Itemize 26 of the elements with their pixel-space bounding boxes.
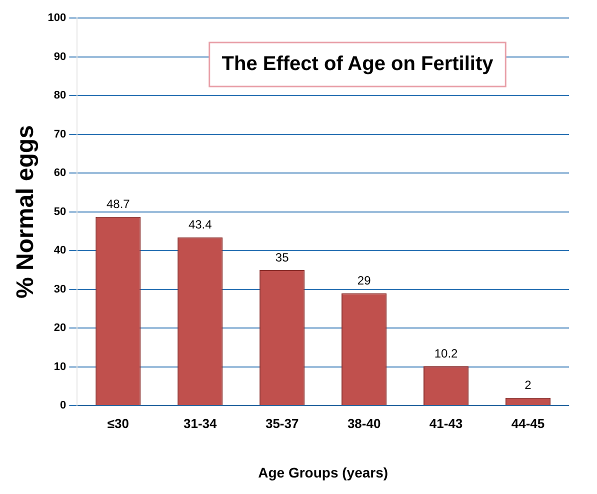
x-tick-label: 41-43 <box>429 416 463 431</box>
y-tick-label: 40 <box>54 244 66 257</box>
data-label: 2 <box>524 378 532 392</box>
x-tick-label: ≤30 <box>107 416 129 431</box>
y-tick-label: 100 <box>48 12 66 24</box>
y-tick-label: 10 <box>54 360 66 373</box>
y-tick-label: 60 <box>54 167 66 180</box>
data-label: 10.2 <box>434 346 458 360</box>
x-axis-title: Age Groups (years) <box>258 464 388 480</box>
x-tick-label: 35-37 <box>265 416 299 431</box>
data-label: 43.4 <box>188 218 212 232</box>
y-tick-label: 80 <box>54 90 66 102</box>
y-tick-label: 90 <box>54 50 66 63</box>
y-axis-title: % Normal eggs <box>12 125 40 298</box>
x-tick-label: 38-40 <box>347 416 381 431</box>
x-tick-label: 44-45 <box>511 416 545 431</box>
y-tick-label: 0 <box>60 400 66 412</box>
text: The Effect of Age on Fertility <box>222 53 494 76</box>
y-tick-label: 50 <box>54 206 66 218</box>
y-tick-label: 70 <box>54 128 66 140</box>
x-tick-label: 31-34 <box>183 416 218 431</box>
y-tick-label: 20 <box>54 322 66 334</box>
data-label: 29 <box>357 274 372 288</box>
data-label: 48.7 <box>106 197 130 212</box>
data-label: 35 <box>275 250 290 264</box>
y-tick-label: 30 <box>54 283 66 296</box>
